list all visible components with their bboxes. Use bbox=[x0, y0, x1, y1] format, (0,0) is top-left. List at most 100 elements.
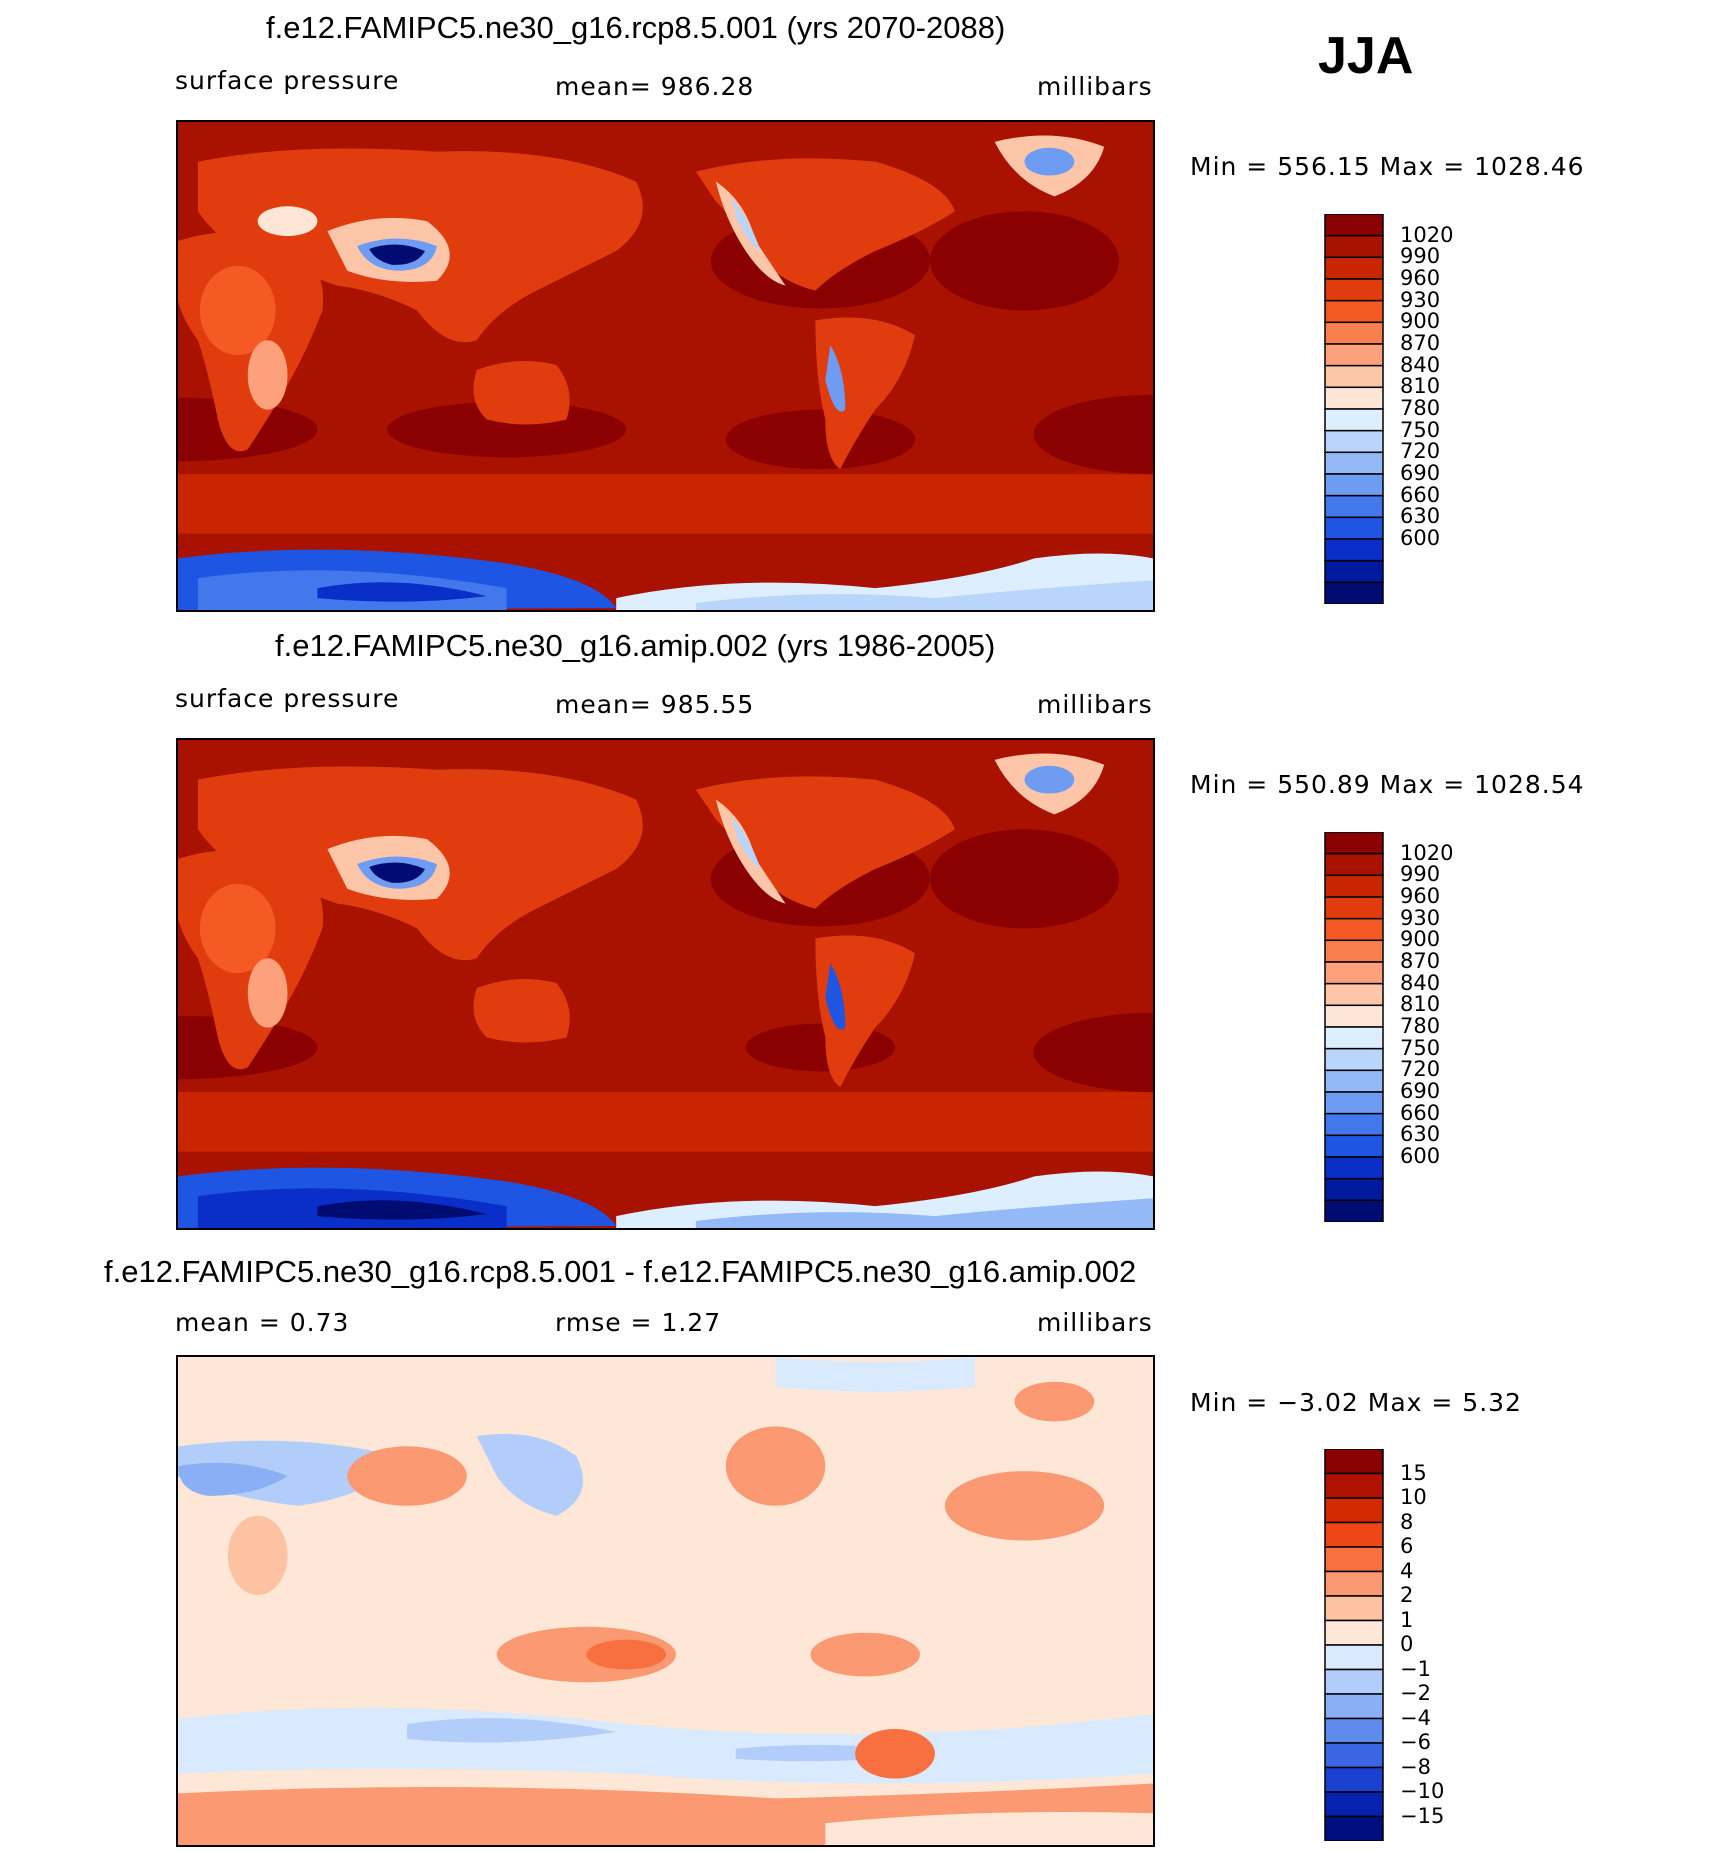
colorbar-swatch bbox=[1324, 1069, 1384, 1093]
colorbar-label: 870 bbox=[1400, 949, 1441, 973]
panel-3-colorbar-swatches bbox=[1324, 1449, 1384, 1841]
colorbar-swatch bbox=[1324, 1177, 1384, 1202]
colorbar-swatch bbox=[1324, 1717, 1384, 1744]
colorbar-swatch bbox=[1324, 256, 1384, 280]
colorbar-swatch bbox=[1324, 1546, 1384, 1573]
colorbar-swatch bbox=[1324, 321, 1384, 345]
colorbar-label: −1 bbox=[1400, 1656, 1431, 1681]
colorbar-swatch bbox=[1324, 473, 1384, 497]
colorbar-swatch bbox=[1324, 1791, 1384, 1818]
colorbar-swatch bbox=[1324, 494, 1384, 519]
colorbar-label: 600 bbox=[1400, 526, 1441, 550]
colorbar-swatch bbox=[1324, 1199, 1384, 1222]
colorbar-swatch bbox=[1324, 1156, 1384, 1180]
colorbar-swatch bbox=[1324, 1595, 1384, 1622]
colorbar-swatch bbox=[1324, 214, 1384, 237]
colorbar-label: 660 bbox=[1400, 482, 1441, 507]
colorbar-swatch bbox=[1324, 538, 1384, 562]
colorbar-swatch bbox=[1324, 1112, 1384, 1137]
colorbar-label: 960 bbox=[1400, 884, 1441, 908]
colorbar-label: 8 bbox=[1400, 1509, 1414, 1534]
colorbar-label: 720 bbox=[1400, 439, 1441, 464]
colorbar-swatch bbox=[1324, 1742, 1384, 1769]
colorbar-swatch bbox=[1324, 961, 1384, 985]
colorbar-swatch bbox=[1324, 278, 1384, 302]
colorbar-label: −4 bbox=[1400, 1705, 1431, 1730]
colorbar-swatch bbox=[1324, 874, 1384, 898]
panel-1-title: f.e12.FAMIPC5.ne30_g16.rcp8.5.001 (yrs 2… bbox=[266, 10, 1006, 45]
colorbar-swatch bbox=[1324, 1004, 1384, 1028]
panel-3-map-plot bbox=[178, 1357, 1153, 1845]
colorbar-label: 990 bbox=[1400, 862, 1441, 887]
colorbar-label: 660 bbox=[1400, 1100, 1441, 1125]
colorbar-label: 780 bbox=[1400, 396, 1441, 420]
colorbar-label: 690 bbox=[1400, 461, 1441, 485]
panel-3-units-label: millibars bbox=[1037, 1308, 1153, 1337]
panel-2-units-label: millibars bbox=[1037, 690, 1153, 719]
panel-3-mean-label: mean = 0.73 bbox=[175, 1308, 350, 1337]
colorbar-swatch bbox=[1324, 559, 1384, 584]
colorbar-label: −15 bbox=[1400, 1803, 1445, 1828]
colorbar-swatch bbox=[1324, 1134, 1384, 1158]
colorbar-swatch bbox=[1324, 1619, 1384, 1646]
colorbar-label: 1020 bbox=[1400, 222, 1454, 247]
panel-2-mean-label: mean= 985.55 bbox=[555, 690, 755, 719]
colorbar-label: 930 bbox=[1400, 905, 1441, 930]
colorbar-swatch bbox=[1324, 429, 1384, 454]
colorbar-label: 10 bbox=[1400, 1485, 1427, 1509]
colorbar-swatch bbox=[1324, 581, 1384, 604]
colorbar-label: 600 bbox=[1400, 1144, 1441, 1168]
colorbar-label: 630 bbox=[1400, 1122, 1441, 1147]
panel-3-minmax: Min = −3.02 Max = 5.32 bbox=[1190, 1388, 1522, 1417]
panel-3-title: f.e12.FAMIPC5.ne30_g16.rcp8.5.001 - f.e1… bbox=[104, 1254, 1137, 1289]
panel-2-minmax: Min = 550.89 Max = 1028.54 bbox=[1190, 770, 1585, 799]
colorbar-label: 750 bbox=[1400, 1035, 1441, 1060]
colorbar-label: −6 bbox=[1400, 1730, 1431, 1754]
colorbar-swatch bbox=[1324, 1449, 1384, 1475]
panel-3-map bbox=[176, 1355, 1155, 1847]
colorbar-label: 780 bbox=[1400, 1014, 1441, 1038]
colorbar-label: 1020 bbox=[1400, 840, 1454, 865]
colorbar-label: 0 bbox=[1400, 1632, 1414, 1656]
colorbar-label: 810 bbox=[1400, 992, 1441, 1017]
colorbar-label: −2 bbox=[1400, 1681, 1431, 1705]
colorbar-swatch bbox=[1324, 896, 1384, 920]
colorbar-swatch bbox=[1324, 451, 1384, 475]
panel-1-mean-label: mean= 986.28 bbox=[555, 72, 755, 101]
panel-1-units-label: millibars bbox=[1037, 72, 1153, 101]
colorbar-label: 870 bbox=[1400, 331, 1441, 355]
panel-3-rmse-label: rmse = 1.27 bbox=[555, 1308, 722, 1337]
colorbar-label: 4 bbox=[1400, 1558, 1414, 1583]
colorbar-swatch bbox=[1324, 939, 1384, 963]
colorbar-swatch bbox=[1324, 386, 1384, 410]
panel-2-map bbox=[176, 738, 1155, 1230]
colorbar-label: 720 bbox=[1400, 1057, 1441, 1082]
colorbar-label: 750 bbox=[1400, 417, 1441, 442]
season-label: JJA bbox=[1318, 27, 1414, 85]
colorbar-swatch bbox=[1324, 982, 1384, 1007]
colorbar-swatch bbox=[1324, 299, 1384, 324]
colorbar-swatch bbox=[1324, 1644, 1384, 1671]
panel-1-colorbar bbox=[1324, 214, 1394, 604]
colorbar-label: 960 bbox=[1400, 266, 1441, 290]
panel-2-colorbar-swatches bbox=[1324, 832, 1384, 1222]
panel-1-map-plot bbox=[178, 122, 1153, 610]
panel-2-colorbar bbox=[1324, 832, 1394, 1222]
panel-2-title: f.e12.FAMIPC5.ne30_g16.amip.002 (yrs 198… bbox=[275, 628, 996, 663]
panel-3-colorbar bbox=[1324, 1449, 1394, 1841]
colorbar-label: 1 bbox=[1400, 1607, 1414, 1632]
panel-1-map bbox=[176, 120, 1155, 612]
colorbar-label: −8 bbox=[1400, 1754, 1431, 1779]
colorbar-swatch bbox=[1324, 1693, 1384, 1720]
colorbar-swatch bbox=[1324, 234, 1384, 259]
colorbar-swatch bbox=[1324, 917, 1384, 942]
colorbar-swatch bbox=[1324, 408, 1384, 432]
colorbar-swatch bbox=[1324, 1026, 1384, 1050]
colorbar-label: 690 bbox=[1400, 1079, 1441, 1103]
colorbar-label: 840 bbox=[1400, 352, 1441, 377]
colorbar-label: −10 bbox=[1400, 1779, 1445, 1803]
colorbar-swatch bbox=[1324, 1497, 1384, 1524]
colorbar-swatch bbox=[1324, 1047, 1384, 1072]
colorbar-swatch bbox=[1324, 1570, 1384, 1597]
colorbar-swatch bbox=[1324, 1091, 1384, 1115]
